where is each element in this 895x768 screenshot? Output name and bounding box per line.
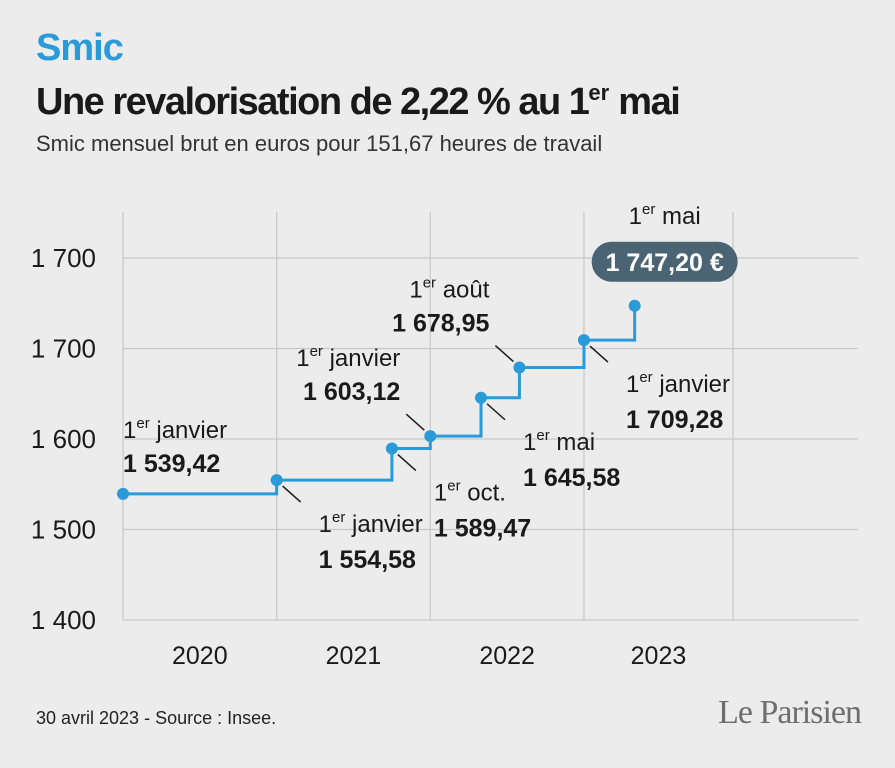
data-point xyxy=(117,487,129,500)
page-title: Une revalorisation de 2,22 % au 1er mai xyxy=(36,70,681,125)
data-label-value: 1 603,12 xyxy=(303,378,400,406)
labels-layer: 1er janvier 1 539,42 1er janvier 1 554,58 1e… xyxy=(123,201,738,574)
data-label-value: 1 747,20 € xyxy=(606,249,724,277)
y-tick-label: 1 700 xyxy=(31,243,96,273)
x-tick-label: 2020 xyxy=(172,642,228,670)
data-label-value: 1 709,28 xyxy=(626,406,723,434)
data-label-date: 1er août xyxy=(409,275,489,304)
leader-line xyxy=(282,485,302,503)
data-label-date: 1er janvier xyxy=(626,369,730,398)
y-axis: 1 400 1 500 1 600 1 700 1 700 xyxy=(31,243,96,635)
value-badge xyxy=(591,241,738,282)
data-label-date: 1er janvier xyxy=(296,343,400,372)
data-point xyxy=(270,474,283,487)
data-label-value: 1 645,58 xyxy=(523,464,620,492)
header: Smic Une revalorisation de 2,22 % au 1er… xyxy=(36,26,681,157)
data-point xyxy=(385,442,398,455)
source-note: 30 avril 2023 - Source : Insee. xyxy=(36,708,277,728)
data-point xyxy=(628,299,641,312)
le-parisien-logo: Le Parisien xyxy=(718,694,862,731)
data-label-date: 1er oct. xyxy=(434,478,506,507)
leader-line xyxy=(589,345,609,363)
data-label-date: 1er mai xyxy=(523,427,595,456)
x-axis: 2020 2021 2022 2023 xyxy=(172,642,686,670)
y-tick-label: 1 500 xyxy=(31,515,96,545)
leader-line xyxy=(405,413,425,431)
step-line xyxy=(123,305,637,496)
data-point xyxy=(577,334,590,347)
subtitle: Smic mensuel brut en euros pour 151,67 h… xyxy=(36,131,603,156)
x-tick-label: 2022 xyxy=(479,642,535,670)
title-end: mai xyxy=(609,81,681,123)
y-tick-label: 1 400 xyxy=(31,605,96,635)
title-sup: er xyxy=(588,80,610,105)
y-tick-label: 1 600 xyxy=(31,424,96,454)
data-label-value: 1 678,95 xyxy=(392,310,489,338)
kicker: Smic xyxy=(36,27,124,69)
leader-line xyxy=(397,453,417,472)
data-point xyxy=(513,361,526,374)
x-tick-label: 2021 xyxy=(326,642,382,670)
data-label-date: 1er janvier xyxy=(319,509,423,538)
leader-line xyxy=(494,344,514,363)
data-point xyxy=(424,430,437,443)
data-point xyxy=(475,391,488,404)
series-layer xyxy=(117,299,641,500)
data-label-value: 1 539,42 xyxy=(123,450,220,478)
data-label-value: 1 589,47 xyxy=(434,515,531,543)
data-label-date: 1er mai xyxy=(629,201,701,230)
data-label-date: 1er janvier xyxy=(123,415,227,444)
title-main: Une revalorisation de 2,22 % au 1 xyxy=(36,81,590,123)
x-tick-label: 2023 xyxy=(631,642,687,670)
data-label-value: 1 554,58 xyxy=(319,546,416,574)
leader-line xyxy=(486,403,506,421)
grid-layer xyxy=(122,212,858,621)
y-tick-label: 1 700 xyxy=(31,334,96,364)
